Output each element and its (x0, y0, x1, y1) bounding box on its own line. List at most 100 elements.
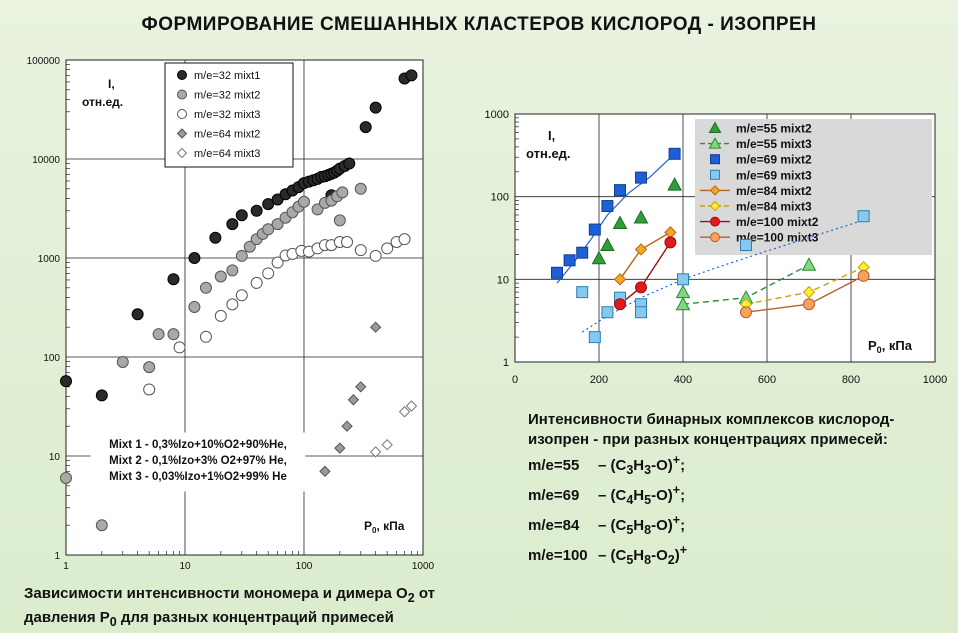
data-point (614, 298, 626, 311)
y-axis-label: I, (548, 128, 555, 143)
x-tick-label: 1000 (412, 561, 435, 572)
formula-part: -O) (651, 517, 673, 534)
x-axis-label: P0, кПа (364, 519, 405, 535)
data-point (262, 267, 275, 280)
legend-marker (709, 185, 721, 196)
data-point (214, 270, 227, 283)
data-point (613, 273, 627, 286)
right-caption-item: m/e=69 – (C4H5-O)+; (528, 480, 894, 510)
page-title: ФОРМИРОВАНИЕ СМЕШАННЫХ КЛАСТЕРОВ КИСЛОРО… (141, 14, 817, 35)
formula-part: – (C (598, 517, 627, 534)
data-point (95, 519, 108, 532)
data-point (152, 328, 165, 341)
data-point (857, 210, 870, 223)
y-tick-label: 100 (491, 192, 509, 204)
formula-sup: + (672, 513, 681, 527)
legend-box (695, 119, 932, 255)
data-point (588, 331, 601, 344)
x-axis-label-sub: 0 (372, 526, 377, 535)
legend-marker (710, 232, 720, 243)
mz-label: m/e=69 (528, 487, 580, 504)
x-tick-label: 1000 (923, 374, 947, 386)
formula-part: ; (680, 487, 686, 504)
data-point (341, 236, 354, 249)
annotation-box (90, 432, 306, 492)
data-point (563, 254, 576, 267)
legend-marker (710, 169, 720, 180)
data-point (801, 257, 817, 271)
data-point (243, 240, 256, 253)
x-tick-label: 600 (758, 374, 776, 386)
data-point (398, 406, 411, 418)
formula-sub: 2 (667, 553, 675, 567)
data-point (381, 242, 394, 255)
formula-part: ; (680, 517, 686, 534)
x-tick-label: 0 (512, 374, 518, 386)
left-chart: 1 10 100 1000 1 10 100 1000 10000 100000 I, отн.ед.… (27, 56, 435, 572)
data-point (226, 298, 239, 311)
formula-part: ; (680, 457, 686, 474)
x-axis-label-rest: , кПа (882, 338, 913, 353)
formula-part: ) (674, 547, 680, 564)
data-point (369, 321, 382, 333)
data-point (199, 281, 212, 294)
data-point (226, 264, 239, 277)
annotation-line: Mixt 2 - 0,1%Izo+3% O2+97% He, (109, 455, 287, 467)
data-point (143, 361, 156, 374)
y-axis-label: I, (108, 77, 115, 91)
data-point (675, 296, 691, 311)
y-tick-label: 100000 (27, 56, 61, 67)
data-point (116, 356, 129, 369)
left-caption-sub-1: 2 (407, 591, 415, 605)
data-point (319, 465, 331, 478)
legend-marker (710, 154, 720, 165)
data-point (235, 209, 248, 222)
mixture-annotation: Mixt 1 - 0,3%Izo+10%O2+90%He, Mixt 2 - 0,… (90, 432, 306, 492)
data-point (298, 195, 310, 208)
series-m-e-64-mixt3 (369, 400, 418, 458)
data-point (398, 233, 411, 246)
data-point (600, 237, 615, 252)
left-caption-part-1: Зависимости интенсивности мономера и дим… (24, 585, 408, 602)
left-caption-part-3: давления P (24, 609, 110, 626)
legend-label: m/e=32 mixt2 (194, 90, 260, 102)
y-tick-label: 1000 (38, 254, 61, 265)
data-point (214, 309, 227, 322)
x-tick-label: 1 (63, 561, 69, 572)
formula-part: -O) (651, 457, 673, 474)
data-point (336, 186, 349, 199)
legend-marker (176, 128, 188, 139)
data-point (333, 214, 346, 227)
data-point (131, 308, 144, 321)
formula-part: – (C (598, 487, 627, 504)
y-tick-label: 10 (49, 452, 61, 463)
data-point (226, 218, 239, 231)
x-tick-label: 10 (179, 561, 191, 572)
right-caption-line-1: Интенсивности бинарных комплексов кислор… (528, 411, 895, 428)
annotation-line: Mixt 3 - 0,03%Izo+1%O2+99% He (109, 471, 287, 483)
legend-marker (177, 70, 187, 80)
data-point (576, 246, 589, 259)
data-point (802, 285, 816, 299)
right-chart: 0 200 400 600 800 1000 1 10 100 1000 I, отн.ед. P0, … (485, 109, 948, 386)
data-point (262, 198, 275, 211)
data-point (341, 420, 353, 432)
data-point (262, 223, 275, 236)
legend-label: m/e=84 mixt3 (736, 200, 812, 214)
series-m-e-55-mixt3 (675, 257, 817, 311)
data-point (857, 269, 870, 282)
formula-sup: + (672, 453, 681, 467)
data-point (369, 249, 382, 262)
formula-part: H (633, 547, 645, 564)
data-point (668, 147, 681, 160)
data-point (633, 209, 649, 224)
data-point (381, 439, 393, 451)
data-point (576, 286, 589, 299)
formula-part: H (633, 487, 645, 504)
data-point (188, 252, 201, 264)
legend-label: m/e=84 mixt2 (736, 184, 812, 198)
data-point (634, 243, 648, 256)
formula-sub: 5 (626, 523, 634, 537)
formula-part: – (C (598, 457, 627, 474)
legend-label: m/e=55 mixt2 (736, 122, 812, 136)
